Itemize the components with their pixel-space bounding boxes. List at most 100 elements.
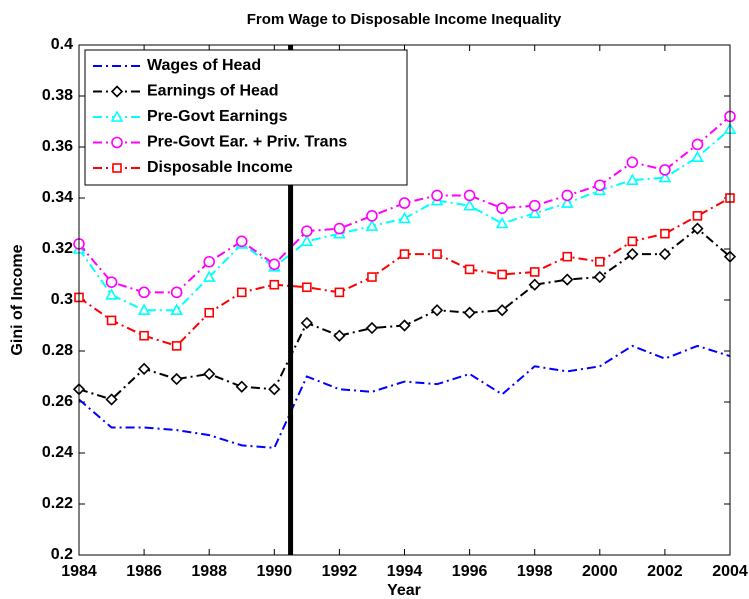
point — [203, 255, 215, 268]
point — [171, 341, 182, 351]
point — [627, 236, 638, 247]
y-tick-label: 0.3 — [51, 291, 73, 308]
point — [269, 279, 280, 290]
y-tick-label: 0.2 — [51, 546, 73, 563]
point — [105, 276, 118, 288]
point — [268, 258, 281, 271]
point — [625, 173, 639, 185]
point — [528, 206, 542, 219]
point — [333, 222, 346, 235]
y-tick-label: 0.22 — [42, 495, 73, 512]
point — [560, 196, 574, 208]
point — [137, 362, 151, 375]
y-tick-label: 0.32 — [42, 240, 73, 257]
legend-marker — [110, 85, 124, 98]
x-axis-label: Year — [387, 582, 421, 599]
point — [528, 199, 541, 212]
point — [170, 372, 183, 386]
y-tick-label: 0.26 — [42, 393, 73, 410]
point — [235, 380, 248, 393]
point — [430, 304, 444, 317]
point — [202, 270, 216, 282]
point — [432, 249, 442, 259]
point — [593, 270, 606, 284]
x-tick-label: 1992 — [322, 563, 358, 580]
point — [236, 287, 247, 298]
point — [691, 150, 704, 162]
point — [431, 189, 443, 202]
point — [497, 269, 507, 280]
point — [235, 235, 248, 248]
legend-marker — [112, 163, 122, 173]
plot-frame — [78, 44, 731, 556]
point — [496, 202, 508, 214]
point — [105, 288, 118, 300]
y-axis-label: Gini of Income — [9, 244, 26, 355]
point — [463, 189, 476, 202]
point — [463, 306, 476, 319]
point — [496, 304, 509, 317]
point — [367, 272, 377, 282]
point — [398, 211, 411, 224]
x-tick-label: 1998 — [517, 563, 553, 580]
legend-label: Pre-Govt Ear. + Priv. Trans — [147, 134, 347, 151]
x-tick-label: 1984 — [61, 563, 97, 580]
point — [660, 228, 670, 239]
legend-label: Disposable Income — [147, 159, 293, 176]
x-tick-label: 2000 — [582, 563, 618, 580]
x-tick-label: 1994 — [387, 563, 423, 580]
point — [658, 247, 672, 261]
point — [139, 330, 149, 341]
point — [626, 247, 639, 261]
point — [334, 287, 345, 298]
y-tick-label: 0.34 — [42, 189, 73, 206]
point — [691, 222, 704, 235]
point — [170, 303, 184, 316]
point — [204, 307, 214, 318]
point — [561, 189, 574, 202]
point — [398, 197, 411, 209]
point — [203, 367, 216, 381]
point — [366, 210, 378, 222]
point — [301, 225, 313, 237]
point — [365, 321, 379, 335]
point — [138, 286, 150, 299]
legend-marker — [110, 110, 124, 122]
point — [333, 329, 346, 342]
point — [594, 256, 605, 267]
legend: Wages of Head Earnings of Head Pre-Govt Ea… — [84, 49, 408, 186]
x-tick-label: 2002 — [647, 563, 683, 580]
point — [463, 199, 476, 211]
point — [398, 319, 411, 332]
point — [593, 179, 606, 192]
x-tick-label: 1990 — [257, 563, 293, 580]
series-line — [78, 344, 731, 449]
point — [300, 316, 313, 330]
point — [170, 286, 183, 299]
point — [106, 315, 117, 326]
point — [300, 234, 314, 247]
chart-title: From Wage to Disposable Income Inequalit… — [247, 11, 562, 28]
point — [561, 273, 574, 286]
point — [691, 138, 704, 151]
x-tick-label: 1986 — [126, 563, 162, 580]
y-tick-label: 0.36 — [42, 138, 73, 155]
x-tick-label: 1988 — [191, 563, 227, 580]
legend-marker — [111, 136, 123, 149]
x-tick-label: 2004 — [712, 563, 748, 580]
point — [105, 393, 118, 406]
point — [137, 303, 151, 316]
point — [692, 211, 703, 221]
y-tick-label: 0.24 — [42, 444, 73, 461]
y-tick-label: 0.28 — [42, 342, 73, 359]
point — [268, 383, 281, 396]
point — [464, 264, 475, 275]
point — [658, 170, 672, 183]
legend-label: Earnings of Head — [147, 83, 279, 100]
point — [626, 156, 639, 169]
legend-label: Wages of Head — [147, 57, 261, 74]
point — [562, 251, 573, 262]
y-tick-label: 0.4 — [51, 36, 73, 53]
point — [365, 219, 379, 231]
